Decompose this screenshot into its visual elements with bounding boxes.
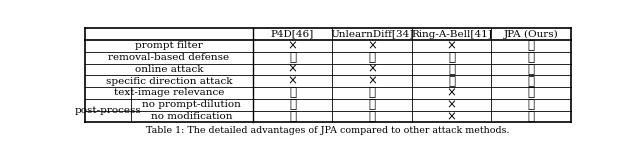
Text: ×: × <box>367 75 377 88</box>
Text: post-process: post-process <box>75 106 141 115</box>
Text: ×: × <box>447 98 456 111</box>
Text: ✓: ✓ <box>289 110 296 123</box>
Text: Ring-A-Bell[41]: Ring-A-Bell[41] <box>412 30 492 39</box>
Text: ×: × <box>287 39 298 52</box>
Text: ✓: ✓ <box>289 98 296 111</box>
Text: no prompt-dilution: no prompt-dilution <box>143 100 241 109</box>
Text: ×: × <box>367 63 377 76</box>
Text: ×: × <box>287 75 298 88</box>
Text: ×: × <box>367 39 377 52</box>
Text: UnlearnDiff[34]: UnlearnDiff[34] <box>330 30 413 39</box>
Text: online attack: online attack <box>134 65 203 74</box>
Text: ✓: ✓ <box>448 51 455 64</box>
Text: ✓: ✓ <box>289 86 296 100</box>
Text: ✓: ✓ <box>528 75 535 88</box>
Text: ×: × <box>447 39 456 52</box>
Text: ✓: ✓ <box>289 51 296 64</box>
Text: Table 1: The detailed advantages of JPA compared to other attack methods.: Table 1: The detailed advantages of JPA … <box>147 126 509 135</box>
Text: ×: × <box>287 63 298 76</box>
Text: removal-based defense: removal-based defense <box>108 53 229 62</box>
Text: ✓: ✓ <box>528 51 535 64</box>
Text: ✓: ✓ <box>448 63 455 76</box>
Text: ✓: ✓ <box>369 98 376 111</box>
Text: ×: × <box>447 110 456 123</box>
Text: ×: × <box>447 86 456 100</box>
Text: ✓: ✓ <box>369 110 376 123</box>
Text: ✓: ✓ <box>448 75 455 88</box>
Text: specific direction attack: specific direction attack <box>106 77 232 86</box>
Text: ✓: ✓ <box>369 51 376 64</box>
Text: no modification: no modification <box>151 112 233 121</box>
Text: JPA (Ours): JPA (Ours) <box>504 29 559 39</box>
Text: text-image relevance: text-image relevance <box>114 89 224 97</box>
Text: prompt filter: prompt filter <box>135 41 203 50</box>
Text: ✓: ✓ <box>528 63 535 76</box>
Text: ✓: ✓ <box>528 86 535 100</box>
Text: ✓: ✓ <box>528 110 535 123</box>
Text: ✓: ✓ <box>528 98 535 111</box>
Text: ✓: ✓ <box>528 39 535 52</box>
Text: P4D[46]: P4D[46] <box>271 30 314 39</box>
Text: ✓: ✓ <box>369 86 376 100</box>
